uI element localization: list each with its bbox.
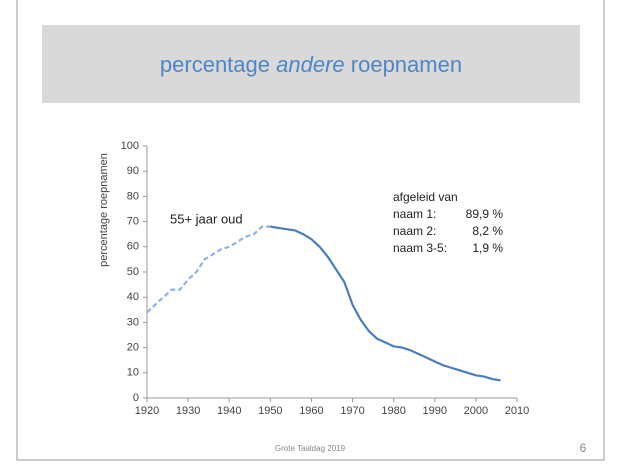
x-tick-label: 1960 [299,405,323,417]
y-tick-label: 10 [127,367,139,379]
x-tick-label: 1970 [340,405,364,417]
breakdown-value: 89,9 % [466,207,504,221]
x-tick-label: 2010 [505,405,529,417]
annotation: 55+ jaar oud [170,211,243,226]
y-tick-label: 60 [127,241,139,253]
slide-title: percentage andere roepnamen [160,52,462,77]
x-tick-label: 1920 [135,405,159,417]
y-tick-label: 20 [127,342,139,354]
data-line [146,225,271,314]
x-tick-label: 2000 [464,405,488,417]
y-tick-label: 0 [133,392,139,404]
x-tick-label: 1990 [423,405,447,417]
breakdown-label: naam 3-5: [393,241,447,255]
y-tick-label: 70 [127,216,139,228]
x-tick-label: 1930 [176,405,200,417]
annotation: afgeleid van [393,190,458,204]
x-tick-label: 1980 [381,405,405,417]
title-part: percentage [160,52,270,77]
page-number: 6 [580,441,587,455]
x-tick-label: 1940 [217,405,241,417]
breakdown-label: naam 1: [393,207,436,221]
title-part: andere [276,52,345,77]
y-tick-label: 30 [127,316,139,328]
y-tick-label: 50 [127,266,139,278]
title-part: roepnamen [351,52,462,77]
breakdown-value: 1,9 % [472,241,503,255]
x-tick-label: 1950 [258,405,282,417]
y-tick-label: 80 [127,190,139,202]
title-box [42,25,580,103]
breakdown-label: naam 2: [393,224,436,238]
y-tick-label: 40 [127,291,139,303]
y-axis-label: percentage roepnamen [98,153,110,267]
data-line [270,225,501,382]
y-tick-label: 90 [127,165,139,177]
breakdown-value: 8,2 % [472,224,503,238]
footer: Grote Taaldag 2019 [275,444,346,453]
y-tick-label: 100 [121,140,139,152]
